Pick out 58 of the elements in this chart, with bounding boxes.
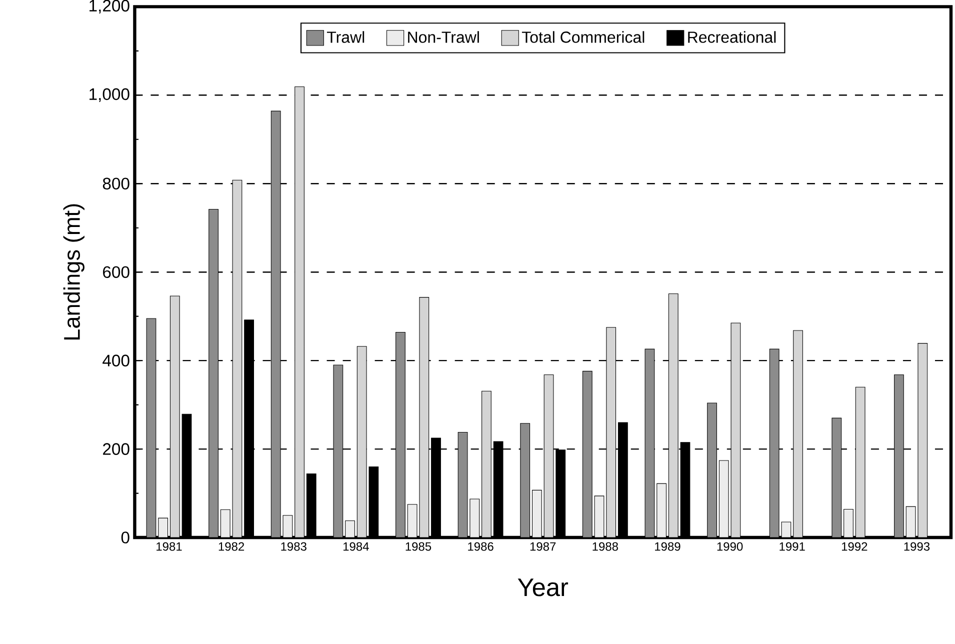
x-tick-label: 1993	[904, 542, 930, 551]
bar	[544, 374, 554, 538]
bar	[419, 296, 430, 538]
x-tick-label: 1991	[780, 542, 805, 551]
bar	[832, 418, 842, 538]
bar	[170, 296, 180, 538]
x-tick-label: 1986	[468, 542, 494, 551]
y-tick-label: 600	[103, 266, 130, 278]
bar	[918, 342, 928, 538]
y-tick-label: 400	[102, 354, 130, 366]
bar	[769, 348, 780, 538]
x-tick-label: 1990	[717, 542, 743, 551]
x-tick-label: 1983	[281, 542, 306, 551]
legend-label: Total Commerical	[522, 31, 644, 43]
bar	[656, 483, 667, 538]
bar	[582, 370, 592, 538]
bar	[146, 318, 156, 538]
x-tick-label: 1989	[655, 542, 680, 551]
y-axis-title: Landings (mt)	[63, 204, 84, 340]
bar	[718, 460, 729, 538]
y-tick-label: 800	[102, 178, 130, 190]
y-tick-label: 200	[103, 443, 130, 455]
bar	[668, 293, 678, 538]
x-axis-title: Year	[518, 578, 568, 596]
x-tick-label: 1988	[592, 542, 618, 551]
bar	[793, 330, 803, 538]
x-tick-label: 1992	[842, 542, 868, 551]
bar	[345, 520, 355, 538]
bar	[844, 508, 854, 538]
bar	[532, 490, 542, 538]
bar	[208, 208, 218, 538]
bar	[356, 346, 367, 538]
legend-label: Non-Trawl	[408, 31, 479, 43]
bar	[644, 348, 655, 538]
x-tick-label: 1987	[530, 542, 556, 551]
x-tick-label: 1985	[406, 542, 432, 551]
bar	[270, 110, 281, 538]
legend-label: Trawl	[326, 31, 364, 43]
x-tick-label: 1984	[343, 542, 369, 551]
y-tick-label: 0	[121, 532, 130, 544]
bar	[232, 180, 242, 538]
bar	[458, 432, 468, 538]
x-tick-label: 1981	[156, 542, 182, 551]
bar	[294, 86, 304, 538]
x-tick-label: 1982	[218, 542, 244, 551]
bar	[482, 390, 492, 538]
legend-label: Recreational	[688, 31, 776, 43]
bar	[333, 364, 344, 538]
bar	[396, 332, 406, 538]
y-tick-label: 1,000	[90, 88, 130, 102]
bar	[894, 374, 904, 538]
bar	[855, 386, 866, 538]
bar	[158, 518, 168, 538]
bar	[520, 423, 530, 538]
bar	[707, 402, 717, 538]
y-tick-label: 1,200	[90, 0, 130, 14]
bar	[730, 322, 741, 538]
bar	[606, 327, 616, 538]
